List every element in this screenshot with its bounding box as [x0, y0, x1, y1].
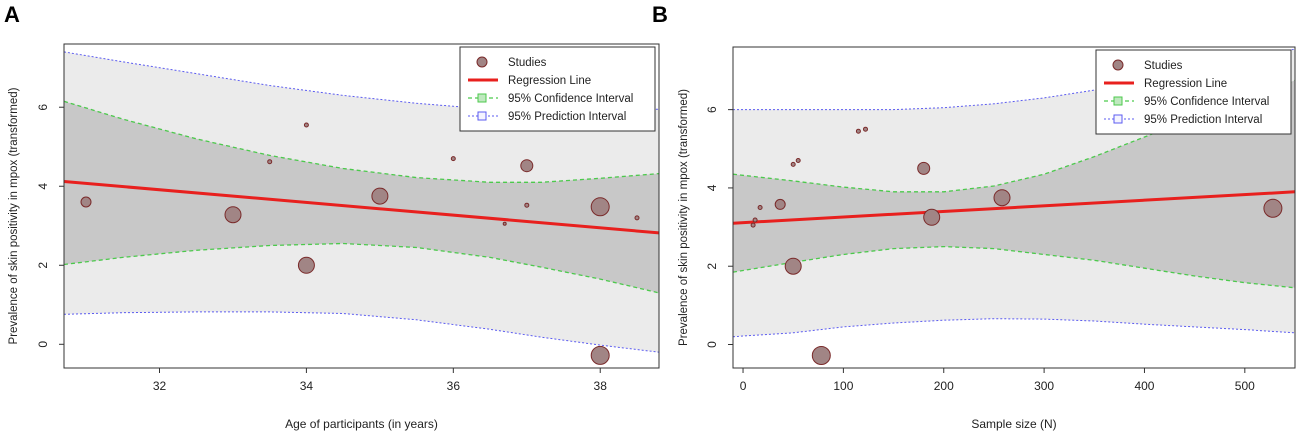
- chart-b-study-point-11: [923, 208, 941, 226]
- chart-a-legend-pi-symbol: [477, 111, 487, 121]
- chart-b-study-point-12: [993, 189, 1011, 207]
- chart-a-study-point-7: [502, 221, 507, 226]
- chart-a-regression-line: [64, 180, 659, 235]
- chart-b-legend: Studies Regression Line 95% Confidence Int…: [1095, 49, 1292, 135]
- chart-a-legend-ci-symbol: [477, 93, 487, 103]
- chart-b-legend-studies-symbol: [1112, 59, 1124, 71]
- chart-a-group: 32 34 36 38 0 2 4 6 Age of participants (in year…: [8, 43, 660, 431]
- chart-b-study-point-1: [752, 217, 758, 223]
- chart-a-plot-frame: [63, 43, 660, 369]
- panel-label-b: B: [652, 2, 668, 27]
- chart-a-xtick-label: 38: [594, 379, 608, 393]
- chart-a-xtick-label: 32: [153, 379, 167, 393]
- chart-a-study-point-11: [590, 197, 610, 217]
- chart-b-legend-pi-symbol: [1113, 114, 1123, 124]
- chart-a-ci-lower-line: [64, 242, 659, 294]
- chart-b-legend-ci-symbol: [1113, 96, 1123, 106]
- chart-a-xtick-label: 36: [447, 379, 461, 393]
- chart-b-legend-label: Studies: [1144, 60, 1183, 72]
- chart-a-study-point-4: [297, 256, 315, 274]
- chart-a-confidence-band: [64, 101, 659, 293]
- chart-a-pi-lower-line: [64, 311, 659, 353]
- chart-b-study-point-0: [750, 222, 756, 228]
- chart-b-ci-lower-line: [733, 245, 1295, 289]
- chart-a-study-point-13: [634, 215, 640, 221]
- chart-a-study-point-10: [524, 202, 530, 208]
- chart-a-study-point-1: [224, 206, 242, 224]
- chart-a-legend-label: Studies: [508, 57, 547, 69]
- chart-a-study-point-12: [590, 345, 610, 365]
- chart-a-study-point-9: [520, 159, 534, 173]
- chart-a-study-point-0: [80, 196, 92, 208]
- chart-b-xtick-label: 0: [740, 379, 747, 393]
- chart-a-legend-studies-symbol: [476, 56, 488, 68]
- chart-b-ytick-label: 4: [705, 184, 719, 191]
- chart-b-plot-frame: [732, 46, 1296, 369]
- chart-b-study-point-6: [795, 158, 801, 163]
- chart-a-legend-box: [459, 46, 656, 132]
- chart-a-study-point-2: [267, 159, 273, 165]
- chart-b-study-point-3: [774, 198, 786, 210]
- chart-a-ytick-label: 2: [36, 262, 50, 269]
- chart-a-ci-upper-line: [64, 100, 659, 183]
- chart-b-group: 0 100 200 300 400 500 0 2 4 6 Sample size (N) Preva…: [678, 46, 1296, 431]
- chart-b-xtick-label: 100: [833, 379, 853, 393]
- chart-b-xtick-label: 500: [1235, 379, 1255, 393]
- chart-a-pi-upper-line: [64, 51, 659, 111]
- chart-a-study-point-5: [371, 187, 389, 205]
- chart-a-y-axis-label: Prevalence of skin positivity in mpox (t…: [8, 87, 20, 344]
- chart-a-xtick-label: 34: [300, 379, 314, 393]
- chart-b-legend-label: Regression Line: [1144, 78, 1227, 90]
- chart-b-xtick-label: 200: [934, 379, 954, 393]
- chart-a-study-point-3: [303, 122, 309, 128]
- chart-a-x-axis-label: Age of participants (in years): [285, 417, 438, 431]
- chart-a-legend-label: Regression Line: [508, 75, 591, 87]
- panel-label-a: A: [4, 2, 20, 27]
- chart-b-study-point-13: [1263, 198, 1283, 218]
- chart-b-legend-box: [1095, 49, 1292, 135]
- chart-a-study-point-6: [450, 156, 456, 162]
- chart-b-ytick-label: 6: [705, 106, 719, 113]
- chart-b-legend-label: 95% Confidence Interval: [1144, 96, 1269, 108]
- chart-b-study-point-4: [784, 257, 802, 275]
- chart-a-ytick-label: 0: [36, 341, 50, 348]
- chart-b-study-point-10: [917, 161, 931, 175]
- chart-b-xtick-label: 400: [1134, 379, 1154, 393]
- chart-b-ytick-label: 0: [705, 341, 719, 348]
- chart-b-y-axis-label: Prevalence of skin positivity in mpox (t…: [678, 89, 690, 346]
- chart-b-study-point-8: [855, 128, 861, 134]
- chart-b-confidence-band: [733, 80, 1295, 288]
- chart-a-ytick-label: 6: [36, 104, 50, 111]
- chart-b-legend-label: 95% Prediction Interval: [1144, 114, 1262, 126]
- chart-a-legend: Studies Regression Line 95% Confidence Int…: [459, 46, 656, 132]
- chart-b-study-point-9: [863, 126, 868, 132]
- chart-b-regression-line: [733, 190, 1295, 225]
- chart-b-study-point-5: [790, 161, 796, 167]
- chart-b-x-axis-label: Sample size (N): [971, 417, 1056, 431]
- chart-a-legend-label: 95% Prediction Interval: [508, 111, 626, 123]
- chart-a-ytick-label: 4: [36, 183, 50, 190]
- chart-b-ytick-label: 2: [705, 263, 719, 270]
- chart-a-legend-label: 95% Confidence Interval: [508, 93, 633, 105]
- chart-b-study-point-7: [811, 346, 831, 365]
- chart-b-xtick-label: 300: [1034, 379, 1054, 393]
- chart-b-study-point-2: [757, 205, 763, 210]
